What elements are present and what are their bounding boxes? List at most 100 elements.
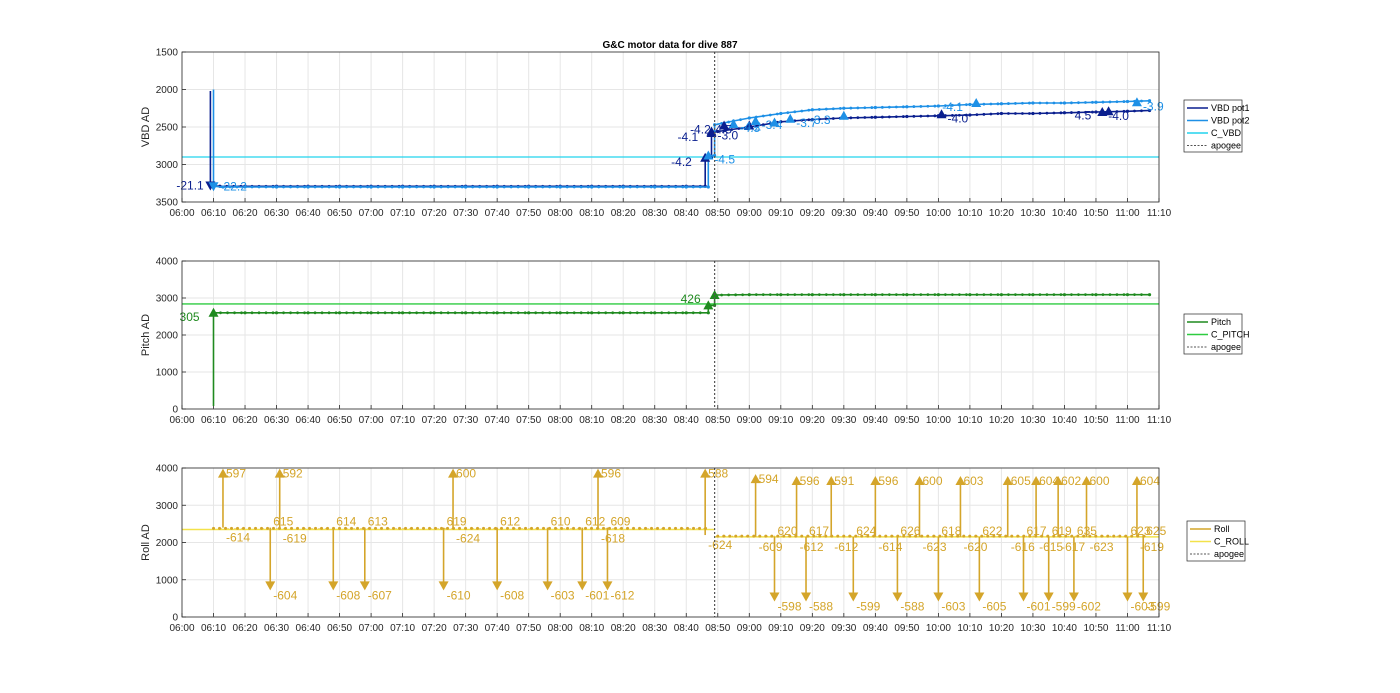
x-tick-label: 06:20 — [233, 415, 258, 426]
roll-point — [272, 526, 276, 530]
x-tick-label: 10:40 — [1052, 208, 1077, 219]
series-point — [684, 311, 688, 315]
marker-label: -3.9 — [1143, 99, 1164, 113]
roll-pulse-marker — [826, 476, 837, 486]
y-tick-label: 1500 — [156, 48, 179, 59]
roll-end-label: 618 — [941, 524, 961, 538]
series-point — [1094, 293, 1098, 297]
series-point — [698, 185, 702, 189]
series-point — [306, 185, 310, 189]
series-point — [422, 311, 426, 315]
panel-vbd: 06:00 06:10 06:20 06:30 06:40 06:50 07:00 07:10… — [140, 48, 1250, 220]
series-point — [1014, 293, 1017, 297]
series-point — [1045, 111, 1049, 115]
series-point — [1133, 293, 1136, 297]
marker-label: -4.2 — [671, 155, 692, 169]
x-tick-label: 07:40 — [485, 208, 510, 219]
series-point — [810, 293, 814, 297]
roll-peak-label: -610 — [447, 588, 471, 602]
x-tick-label: 07:00 — [359, 208, 384, 219]
y-tick-label: 1000 — [156, 575, 179, 586]
series-point — [1021, 293, 1024, 297]
chart-title: G&C motor data for dive 887 — [602, 40, 737, 51]
series-point — [1091, 100, 1094, 104]
series-point — [768, 113, 772, 117]
roll-end-label: -609 — [759, 540, 783, 554]
series-point — [628, 185, 632, 189]
series-point — [1031, 111, 1035, 116]
series-point — [964, 113, 968, 117]
roll-point — [1094, 534, 1098, 538]
x-tick-label: 07:10 — [390, 415, 415, 426]
roll-point — [728, 534, 732, 538]
roll-point — [1004, 534, 1008, 538]
series-point — [383, 185, 387, 189]
marker-triangle — [706, 126, 717, 136]
roll-point — [842, 534, 846, 538]
roll-point — [542, 526, 546, 530]
series-point — [1115, 100, 1119, 104]
series-point — [1028, 112, 1031, 115]
series-point — [274, 185, 279, 189]
series-point — [1028, 293, 1031, 297]
series-point — [1070, 111, 1073, 114]
roll-pulse-marker — [593, 468, 604, 478]
roll-point — [416, 526, 420, 530]
roll-point — [434, 526, 438, 530]
roll-point — [776, 534, 780, 538]
roll-point — [1100, 534, 1104, 538]
series-point — [768, 293, 772, 297]
roll-end-label: 623 — [1130, 524, 1150, 538]
roll-point — [560, 526, 564, 530]
series-point — [863, 116, 867, 119]
series-point — [684, 185, 688, 189]
series-point — [464, 185, 468, 189]
series-point — [936, 104, 940, 108]
plot-frame — [181, 51, 1160, 203]
series-point — [649, 311, 653, 315]
marker-triangle — [719, 120, 730, 130]
series-point — [446, 311, 450, 315]
series-point — [366, 185, 369, 189]
roll-point — [944, 534, 948, 538]
series-point — [720, 293, 724, 297]
series-point — [894, 115, 898, 119]
series-point — [548, 311, 552, 315]
roll-end-label: 615 — [273, 515, 293, 529]
roll-peak-label: 596 — [601, 467, 621, 481]
series-point — [667, 311, 671, 315]
series-point — [706, 311, 710, 315]
roll-end-label: 612 — [585, 515, 605, 529]
roll-point — [1088, 534, 1092, 538]
series-point — [713, 153, 717, 158]
series-point — [432, 311, 436, 315]
roll-pulse-marker — [438, 581, 449, 591]
x-tick-label: 10:00 — [926, 623, 951, 634]
roll-point — [284, 526, 288, 530]
marker-triangle — [936, 109, 947, 119]
series-point — [880, 115, 884, 119]
x-tick-label: 06:40 — [296, 415, 321, 426]
roll-point — [950, 534, 954, 538]
roll-point — [986, 534, 990, 538]
series-point — [597, 311, 601, 315]
marker-triangle — [208, 182, 219, 192]
roll-end-label: 625 — [1146, 524, 1166, 538]
roll-pulse-marker — [1018, 592, 1029, 602]
series-point — [558, 185, 562, 189]
series-point — [786, 293, 790, 297]
series-point — [1038, 293, 1042, 297]
roll-point — [914, 534, 918, 538]
series-point — [964, 293, 968, 297]
series-point — [831, 293, 835, 297]
series-point — [912, 293, 916, 297]
series-point — [376, 185, 380, 189]
roll-end-label: -623 — [922, 540, 946, 554]
series-point — [950, 293, 954, 297]
roll-pulse-marker — [848, 592, 859, 602]
series-point — [989, 112, 993, 116]
series-point — [887, 293, 891, 297]
series-point — [1062, 101, 1067, 105]
series-point — [1031, 293, 1035, 297]
